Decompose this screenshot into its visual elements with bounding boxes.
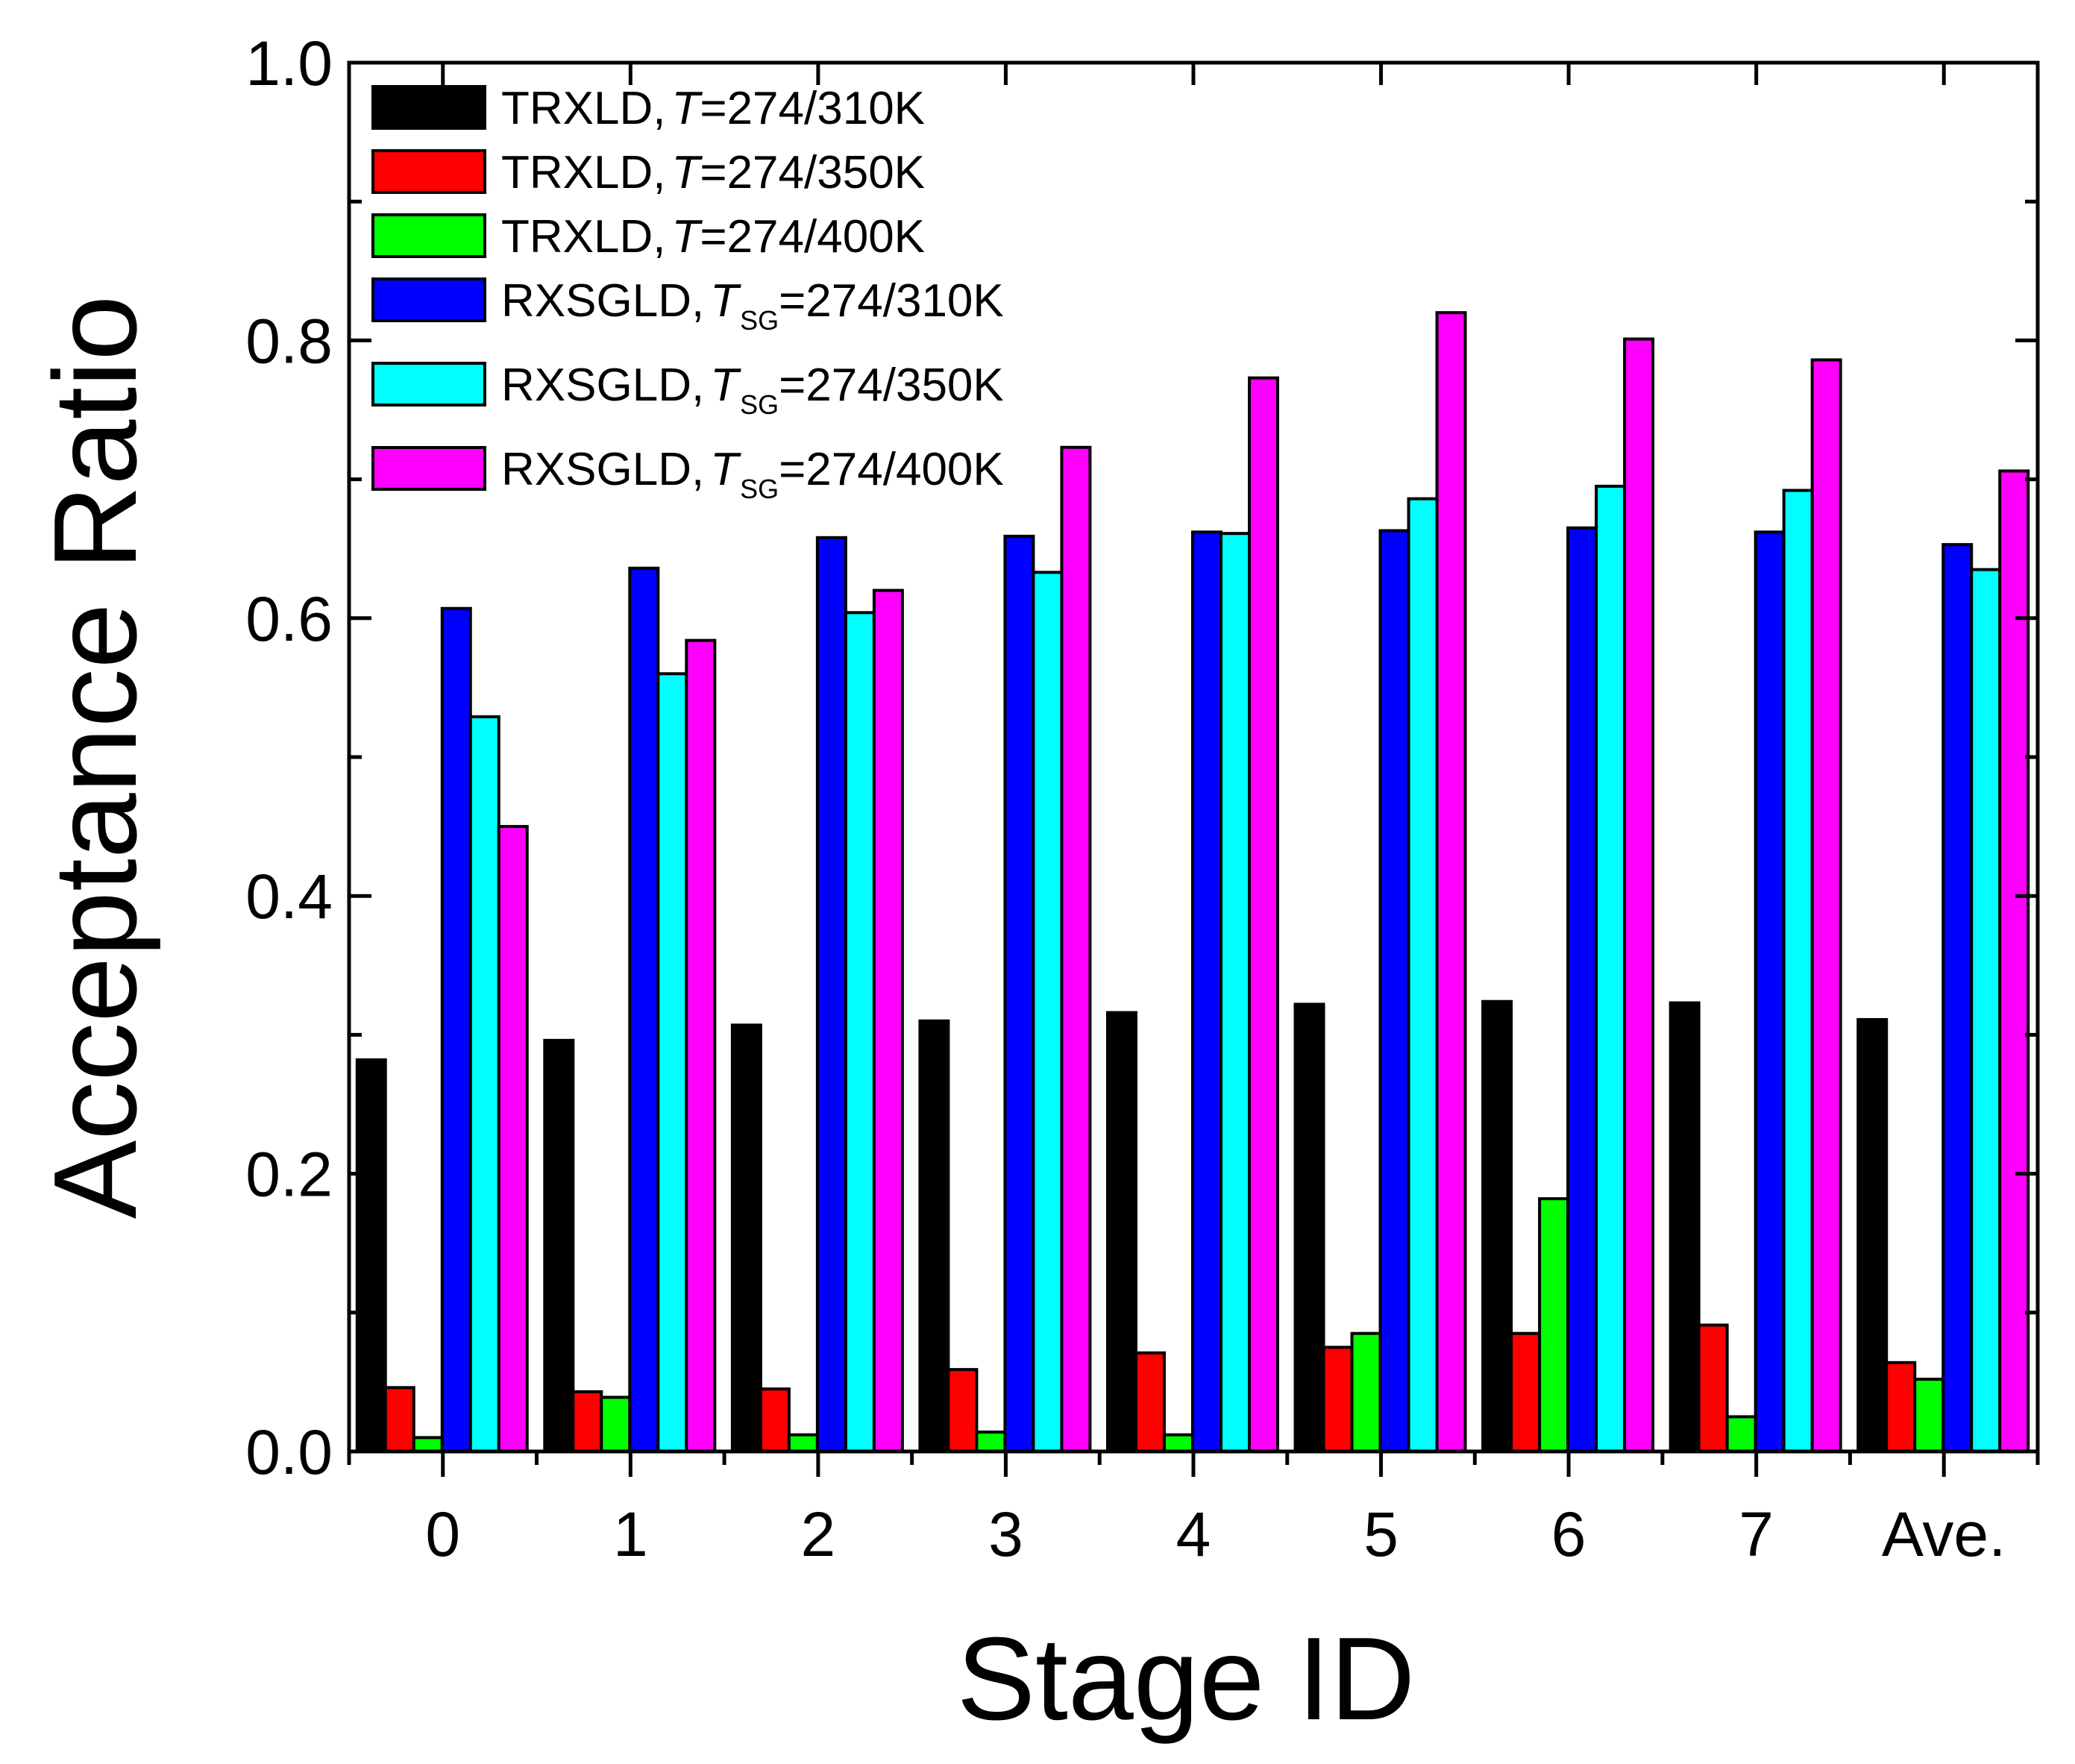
legend-label-4: RXSGLD, TSG=274/310K <box>501 275 1004 336</box>
bar-3-7 <box>1725 1415 1757 1453</box>
bar-6-7 <box>1810 358 1842 1453</box>
bar-3-3 <box>975 1430 1007 1454</box>
bar-2-3 <box>947 1368 979 1453</box>
legend-label-1: TRXLD, T=274/310K <box>501 83 925 134</box>
y-tick-label: 0.8 <box>245 306 333 376</box>
legend-swatch-6 <box>371 446 486 491</box>
bar-6-2 <box>872 588 904 1453</box>
y-tick-label: 0.6 <box>245 584 333 654</box>
legend: TRXLD, T=274/310K TRXLD, T=274/350K TRXLD, T=… <box>371 83 1004 504</box>
legend-swatch-1 <box>371 85 486 130</box>
bar-2-5 <box>1322 1346 1354 1453</box>
legend-label-3: TRXLD, T=274/400K <box>501 211 925 263</box>
y-axis-title: Acceptance Ratio <box>30 295 161 1219</box>
bar-5-2 <box>844 611 876 1453</box>
bar-1-0 <box>355 1058 387 1453</box>
x-tick-label: 2 <box>801 1499 836 1569</box>
bar-1-7 <box>1669 1001 1701 1453</box>
bar-1-6 <box>1481 999 1513 1454</box>
bar-4-3 <box>1003 534 1035 1453</box>
bar-5-7 <box>1782 489 1814 1453</box>
bar-2-2 <box>759 1387 791 1453</box>
bar-6-3 <box>1060 445 1092 1453</box>
bar-2-1 <box>571 1390 603 1453</box>
x-tick-label: 3 <box>988 1499 1023 1569</box>
x-axis-title: Stage ID <box>957 1613 1416 1745</box>
bar-1-4 <box>1106 1011 1137 1454</box>
bar-5-5 <box>1407 497 1439 1454</box>
bar-2-0 <box>383 1386 415 1454</box>
bar-2-6 <box>1510 1331 1542 1453</box>
bar-3-2 <box>787 1433 819 1454</box>
bar-6-4 <box>1248 376 1279 1454</box>
legend-label-5: RXSGLD, TSG=274/350K <box>501 360 1004 420</box>
bar-3-0 <box>412 1436 444 1454</box>
bar-2-4 <box>1134 1351 1166 1453</box>
legend-label-2: TRXLD, T=274/350K <box>501 147 925 198</box>
bar-5-6 <box>1595 484 1627 1453</box>
bar-2-Ave <box>1885 1360 1917 1454</box>
bar-3-1 <box>600 1396 632 1453</box>
bar-4-Ave <box>1941 543 1974 1453</box>
bar-4-6 <box>1566 526 1598 1453</box>
y-tick-label: 0.2 <box>245 1140 333 1210</box>
bar-1-1 <box>543 1038 575 1453</box>
bar-6-0 <box>497 825 529 1453</box>
y-tick-label: 0.0 <box>245 1417 333 1487</box>
bar-4-5 <box>1378 529 1410 1453</box>
bar-3-6 <box>1538 1197 1570 1453</box>
bar-1-3 <box>918 1019 950 1453</box>
bar-3-4 <box>1163 1433 1194 1454</box>
legend-label-6: RXSGLD, TSG=274/400K <box>501 444 1004 504</box>
x-tick-label: 1 <box>613 1499 648 1569</box>
x-tick-label: 0 <box>425 1499 460 1569</box>
bar-5-1 <box>656 672 688 1453</box>
bar-4-4 <box>1191 530 1222 1454</box>
bar-6-1 <box>685 638 717 1453</box>
bar-5-0 <box>468 715 500 1453</box>
x-tick-label: 7 <box>1739 1499 1774 1569</box>
x-tick-label: 4 <box>1176 1499 1211 1569</box>
bar-2-7 <box>1697 1323 1729 1453</box>
axes-layer: 0.0 0.2 0.4 0.6 0.8 1.0 0 1 2 3 4 5 6 7 Ave. <box>245 28 2040 1569</box>
bar-3-5 <box>1350 1331 1382 1453</box>
x-tick-label: Ave. <box>1882 1499 2006 1569</box>
bar-1-Ave <box>1856 1017 1889 1453</box>
bar-5-Ave <box>1970 568 2002 1453</box>
legend-swatch-5 <box>371 362 486 407</box>
x-tick-label: 6 <box>1551 1499 1586 1569</box>
bar-5-3 <box>1032 571 1064 1453</box>
y-tick-label: 0.4 <box>245 861 333 932</box>
x-tick-label: 5 <box>1363 1499 1398 1569</box>
bar-6-6 <box>1623 337 1655 1454</box>
bar-4-0 <box>440 606 472 1453</box>
bar-5-4 <box>1219 532 1251 1453</box>
legend-swatch-3 <box>371 213 486 258</box>
bar-6-Ave <box>1998 469 2030 1453</box>
bar-1-2 <box>730 1023 762 1453</box>
legend-swatch-4 <box>371 277 486 322</box>
y-tick-label: 1.0 <box>245 28 333 98</box>
bar-4-1 <box>628 566 660 1454</box>
bar-6-5 <box>1435 311 1467 1453</box>
bar-4-7 <box>1754 530 1786 1454</box>
bar-4-2 <box>815 536 847 1454</box>
bar-1-5 <box>1293 1002 1325 1454</box>
legend-swatch-2 <box>371 149 486 194</box>
bar-3-Ave <box>1913 1378 1945 1454</box>
